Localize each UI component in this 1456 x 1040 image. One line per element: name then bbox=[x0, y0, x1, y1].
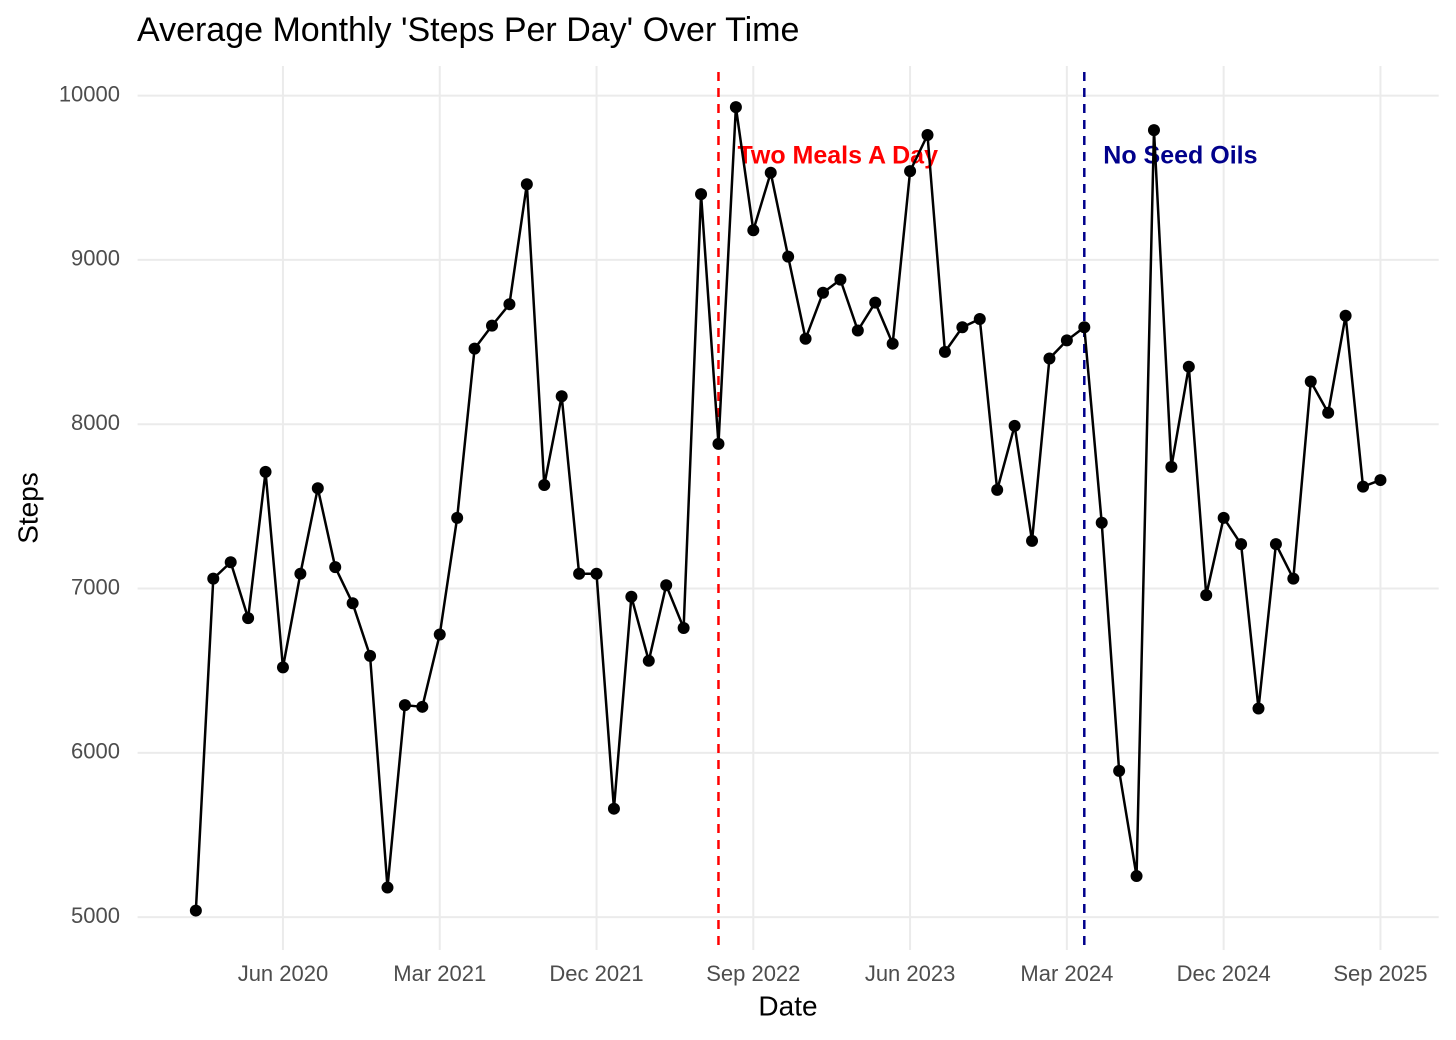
point bbox=[973, 313, 986, 326]
y-tick-label: 9000 bbox=[71, 246, 120, 271]
point bbox=[1147, 124, 1160, 137]
chart-title: Average Monthly 'Steps Per Day' Over Tim… bbox=[137, 11, 799, 49]
point bbox=[1304, 375, 1317, 388]
point bbox=[364, 649, 377, 662]
y-tick-label: 8000 bbox=[71, 410, 120, 435]
point bbox=[921, 129, 934, 142]
point bbox=[1235, 538, 1248, 551]
point bbox=[956, 321, 969, 334]
y-tick-label: 5000 bbox=[71, 903, 120, 928]
point bbox=[416, 700, 429, 713]
point bbox=[503, 298, 516, 311]
point bbox=[625, 590, 638, 603]
x-tick-label: Jun 2023 bbox=[865, 961, 956, 986]
point bbox=[189, 904, 202, 917]
x-tick-label: Jun 2020 bbox=[238, 961, 329, 986]
point bbox=[346, 597, 359, 610]
point bbox=[468, 342, 481, 355]
point bbox=[1217, 511, 1230, 524]
point bbox=[1095, 516, 1108, 529]
x-tick-label: Dec 2021 bbox=[549, 961, 643, 986]
point bbox=[712, 437, 725, 450]
point bbox=[660, 579, 673, 592]
point bbox=[538, 478, 551, 491]
point bbox=[1287, 572, 1300, 585]
point bbox=[1322, 406, 1335, 419]
point bbox=[1269, 538, 1282, 551]
x-tick-label: Mar 2024 bbox=[1020, 961, 1113, 986]
point bbox=[1339, 309, 1352, 322]
point bbox=[520, 178, 533, 191]
point bbox=[782, 250, 795, 263]
point bbox=[1130, 870, 1143, 883]
point bbox=[677, 621, 690, 634]
y-tick-label: 7000 bbox=[71, 574, 120, 599]
point bbox=[904, 165, 917, 178]
point bbox=[834, 273, 847, 286]
point bbox=[1060, 334, 1073, 347]
event-label: Two Meals A Day bbox=[737, 142, 938, 170]
point bbox=[607, 802, 620, 815]
point bbox=[1252, 702, 1265, 715]
point bbox=[1200, 589, 1213, 602]
y-tick-label: 10000 bbox=[59, 81, 120, 106]
point bbox=[747, 224, 760, 237]
point bbox=[1043, 352, 1056, 365]
point bbox=[938, 345, 951, 358]
point bbox=[573, 567, 586, 580]
point bbox=[1182, 360, 1195, 373]
point bbox=[1374, 474, 1387, 487]
point bbox=[207, 572, 220, 585]
x-tick-label: Sep 2025 bbox=[1333, 961, 1427, 986]
point bbox=[381, 881, 394, 894]
point bbox=[259, 465, 272, 478]
point bbox=[433, 628, 446, 641]
point bbox=[276, 661, 289, 674]
x-axis-title: Date bbox=[758, 990, 817, 1021]
y-tick-label: 6000 bbox=[71, 739, 120, 764]
point bbox=[851, 324, 864, 337]
point bbox=[1357, 480, 1370, 493]
point bbox=[1026, 534, 1039, 547]
point bbox=[729, 101, 742, 114]
point bbox=[294, 567, 307, 580]
point bbox=[886, 337, 899, 350]
point bbox=[555, 390, 568, 403]
point bbox=[486, 319, 499, 332]
point bbox=[398, 699, 411, 712]
y-axis-title: Steps bbox=[12, 472, 43, 544]
point bbox=[869, 296, 882, 309]
event-label: No Seed Oils bbox=[1103, 142, 1257, 170]
x-tick-label: Mar 2021 bbox=[393, 961, 486, 986]
point bbox=[764, 166, 777, 179]
x-tick-label: Sep 2022 bbox=[706, 961, 800, 986]
point bbox=[695, 188, 708, 201]
point bbox=[799, 332, 812, 345]
point bbox=[816, 286, 829, 299]
point bbox=[1113, 764, 1126, 777]
line bbox=[194, 106, 1381, 911]
point bbox=[1008, 419, 1021, 432]
point bbox=[224, 556, 237, 569]
point bbox=[311, 482, 324, 495]
point bbox=[590, 567, 603, 580]
point bbox=[1165, 460, 1178, 473]
point bbox=[991, 483, 1004, 496]
point bbox=[329, 561, 342, 574]
point bbox=[642, 654, 655, 667]
point bbox=[451, 511, 464, 524]
x-tick-label: Dec 2024 bbox=[1177, 961, 1271, 986]
point bbox=[1078, 321, 1091, 334]
point bbox=[242, 612, 255, 625]
